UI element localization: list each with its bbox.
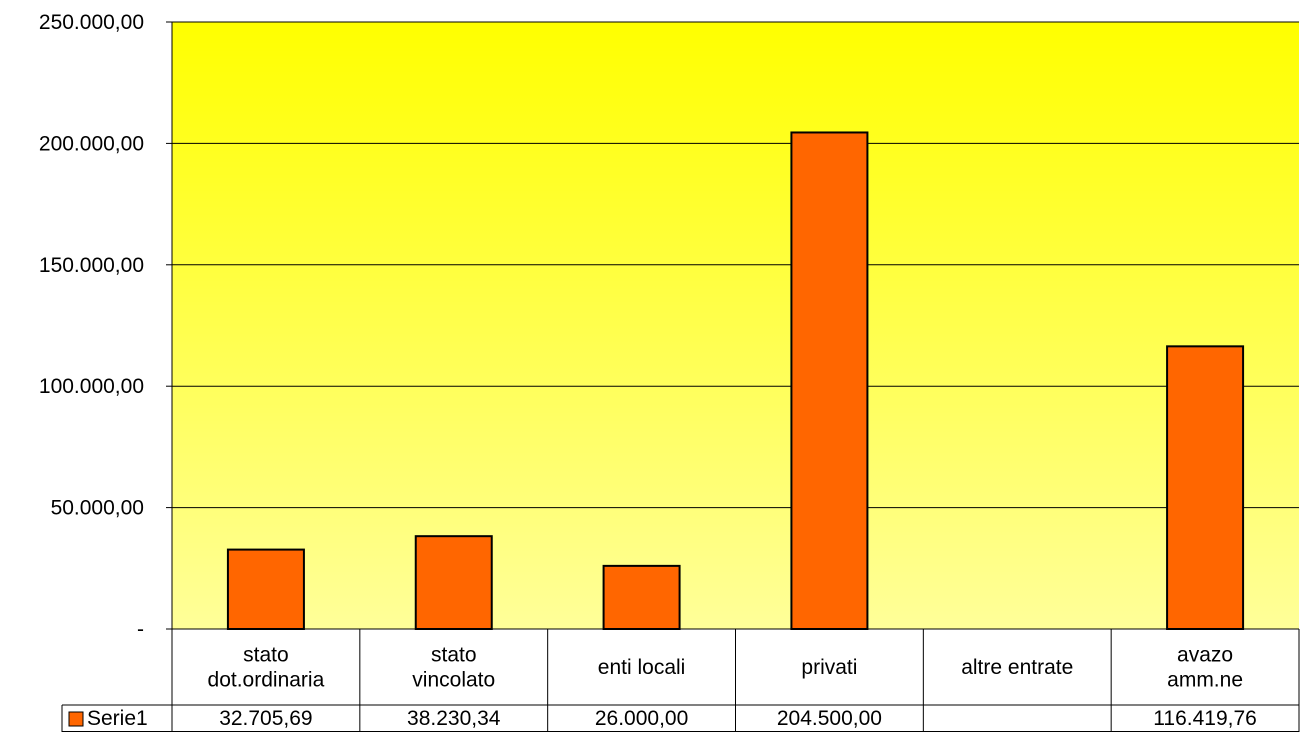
bar [602, 564, 681, 631]
bar [1166, 345, 1245, 630]
legend-swatch [68, 711, 84, 727]
y-tick-label: 250.000,00 [39, 11, 144, 34]
data-label: 116.419,76 [1153, 707, 1257, 730]
x-category-label: altre entrate [961, 656, 1073, 679]
x-category-label: enti locali [598, 656, 686, 679]
bar [226, 548, 305, 630]
x-category-label: vincolato [412, 669, 495, 692]
x-category-label: stato [431, 644, 477, 667]
bars [226, 131, 1245, 631]
y-tick-label: 150.000,00 [39, 254, 144, 277]
data-label: 32.705,69 [219, 707, 312, 730]
x-category-label: amm.ne [1167, 669, 1243, 692]
x-category-label: stato [243, 644, 289, 667]
y-axis: - 50.000,00 100.000,00 150.000,00 200.000,00… [39, 11, 1299, 641]
x-category-label: privati [801, 656, 857, 679]
bar [414, 535, 493, 631]
gridlines [172, 21, 1299, 509]
y-tick-label: 50.000,00 [51, 497, 144, 520]
y-tick-label: - [137, 618, 144, 641]
y-tick-label: 100.000,00 [39, 375, 144, 398]
x-category-label: avazo [1177, 644, 1233, 667]
bar [790, 131, 869, 630]
y-tick-label: 200.000,00 [39, 132, 144, 155]
legend-label: Serie1 [87, 707, 148, 730]
data-label: 204.500,00 [777, 707, 882, 730]
x-category-label: dot.ordinaria [208, 669, 325, 692]
data-label: 38.230,34 [407, 707, 501, 730]
data-label: 26.000,00 [595, 707, 688, 730]
plot-area [172, 22, 1299, 629]
